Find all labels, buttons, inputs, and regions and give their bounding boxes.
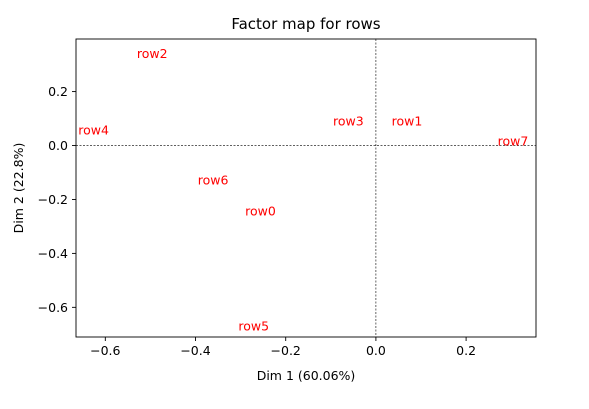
x-axis-label: Dim 1 (60.06%) [257,368,356,383]
y-tick-label: −0.4 [38,246,68,261]
point-label-row0: row0 [245,204,276,219]
y-tick-label: −0.6 [38,300,68,315]
y-tick-label: 0.0 [48,138,68,153]
x-tick-label: −0.4 [180,343,210,358]
plot-area: −0.6 −0.4 −0.2 0.0 0.2 −0.6 −0.4 −0.2 0.0 0.2 row0… [38,38,537,358]
point-label-row6: row6 [198,173,229,188]
point-label-row2: row2 [137,46,168,61]
x-tick-label: −0.2 [271,343,301,358]
point-label-row4: row4 [78,123,109,138]
y-tick-label: −0.2 [38,192,68,207]
point-label-row5: row5 [238,318,269,333]
x-tick-label: −0.6 [90,343,120,358]
x-tick-label: 0.0 [366,343,386,358]
x-tick-label: 0.2 [456,343,476,358]
point-label-row7: row7 [498,134,529,149]
y-tick-label: 0.2 [48,84,68,99]
chart-title: Factor map for rows [231,15,380,33]
axes-frame [75,38,537,338]
y-axis-label: Dim 2 (22.8%) [11,143,26,234]
point-label-row3: row3 [333,113,364,128]
point-label-row1: row1 [392,113,423,128]
